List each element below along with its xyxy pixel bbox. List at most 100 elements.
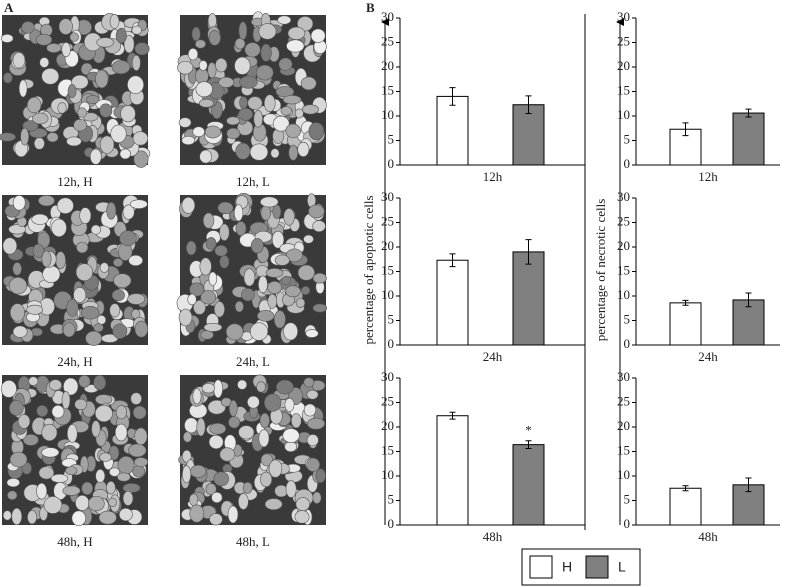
cell xyxy=(49,379,62,391)
cell xyxy=(36,405,49,417)
cell xyxy=(66,136,82,147)
bar xyxy=(512,444,545,526)
cell xyxy=(200,290,217,305)
cell xyxy=(264,393,282,412)
y-tick-label: 0 xyxy=(388,516,395,531)
cell xyxy=(67,84,77,99)
error-bar xyxy=(525,239,532,265)
cell xyxy=(35,33,53,46)
cell xyxy=(74,398,88,411)
cell xyxy=(196,417,206,437)
cell xyxy=(0,132,16,142)
error-bar xyxy=(745,477,752,493)
cell xyxy=(300,76,317,91)
cell xyxy=(85,330,103,346)
cell xyxy=(99,135,115,154)
cell xyxy=(9,400,24,416)
annotation: * xyxy=(525,423,532,438)
cell xyxy=(308,122,325,141)
cell xyxy=(228,416,241,429)
cell xyxy=(294,108,304,119)
y-tick-label: 30 xyxy=(381,189,394,204)
x-label: 48h xyxy=(483,529,503,544)
cell xyxy=(294,510,310,524)
cell xyxy=(63,377,79,396)
y-tick-label: 0 xyxy=(388,336,395,351)
cell xyxy=(207,399,226,415)
cell xyxy=(17,414,31,429)
cell xyxy=(187,293,197,306)
cell xyxy=(0,34,14,43)
cell xyxy=(306,389,319,400)
cell xyxy=(2,510,12,521)
cell xyxy=(117,455,135,475)
cell xyxy=(307,417,326,430)
cell xyxy=(208,434,224,450)
cell xyxy=(65,466,78,476)
cell xyxy=(312,220,326,232)
error-bar xyxy=(682,122,689,137)
cell xyxy=(214,245,228,257)
cell xyxy=(205,483,217,496)
cell xyxy=(276,379,294,395)
cell xyxy=(260,471,273,488)
cell xyxy=(287,26,306,40)
cell xyxy=(58,18,73,35)
cell xyxy=(258,275,268,294)
cell xyxy=(244,42,261,58)
x-label: 12h xyxy=(698,169,718,184)
cell xyxy=(190,464,207,478)
bar xyxy=(669,487,702,526)
cell xyxy=(9,303,26,322)
y-tick-label: 20 xyxy=(381,58,394,73)
cell xyxy=(61,42,71,58)
cell xyxy=(181,135,196,146)
cell xyxy=(303,234,314,244)
y-tick-label: 30 xyxy=(617,189,630,204)
cell xyxy=(286,39,305,53)
cell xyxy=(134,427,148,446)
cell xyxy=(79,207,92,224)
image-caption: 24h, L xyxy=(236,354,270,369)
cell xyxy=(75,494,90,511)
cell xyxy=(61,391,71,410)
cell xyxy=(264,498,283,511)
cell xyxy=(122,490,134,506)
cell xyxy=(312,491,322,504)
y-tick-label: 10 xyxy=(381,467,394,482)
cell xyxy=(219,223,230,241)
cell xyxy=(46,43,62,53)
cell xyxy=(303,403,317,417)
cell xyxy=(132,131,149,146)
y-tick-label: 0 xyxy=(624,336,631,351)
cell xyxy=(284,441,297,453)
panel-label: A xyxy=(4,0,14,15)
cell xyxy=(51,404,65,419)
cell xyxy=(234,300,244,313)
cell xyxy=(69,32,79,42)
cell xyxy=(205,237,217,250)
cell xyxy=(249,322,269,341)
cell xyxy=(127,293,146,305)
y-label: percentage of necrotic cells xyxy=(593,199,608,342)
cell xyxy=(267,293,278,309)
cell xyxy=(86,95,100,104)
cell xyxy=(301,104,319,115)
cell xyxy=(207,62,217,79)
y-tick-label: 0 xyxy=(624,516,631,531)
image-caption: 12h, L xyxy=(236,174,270,189)
cell xyxy=(62,485,81,496)
cell xyxy=(12,52,26,69)
cell xyxy=(195,68,209,85)
y-tick-label: 25 xyxy=(381,213,394,228)
cell xyxy=(119,230,137,247)
cell xyxy=(207,13,217,29)
cell xyxy=(201,382,216,394)
cell xyxy=(12,195,26,211)
cell xyxy=(297,141,310,157)
cell xyxy=(233,204,244,222)
bar xyxy=(512,104,545,166)
cell xyxy=(76,241,89,254)
bar xyxy=(512,251,545,346)
